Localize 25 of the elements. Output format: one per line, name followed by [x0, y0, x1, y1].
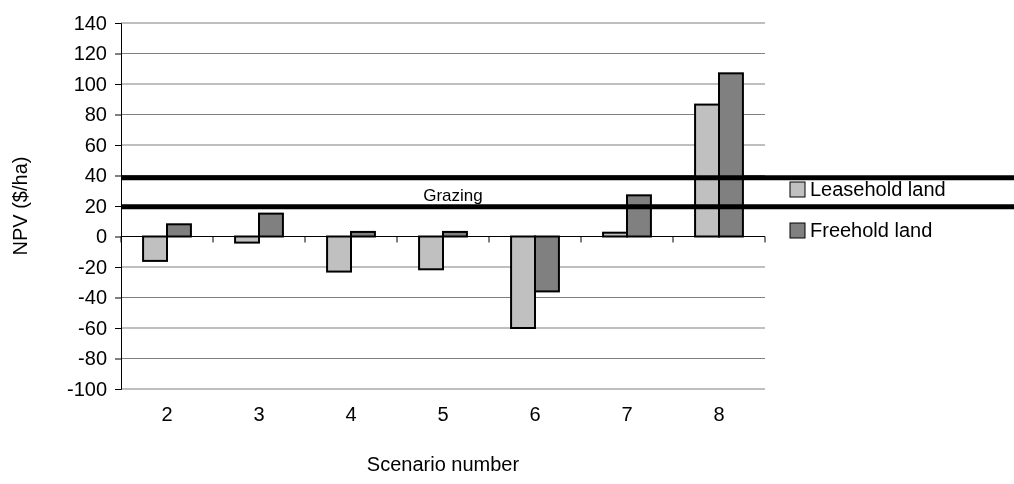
y-tick-label: 0: [95, 225, 107, 248]
y-tick-label: 120: [73, 42, 107, 65]
y-tick-label: -60: [78, 316, 107, 339]
y-tick-label: 60: [84, 133, 107, 156]
y-tick-label: -20: [78, 255, 107, 278]
x-axis-title: Scenario number: [366, 453, 520, 475]
y-tick-label: 20: [84, 194, 107, 217]
ref-line-label: Grazing: [423, 185, 483, 205]
x-tick-label: 5: [437, 403, 449, 425]
x-tick-label: 7: [621, 403, 633, 425]
y-tick-label: -80: [78, 347, 107, 370]
x-tick-label: 6: [529, 403, 541, 425]
x-tick-label: 8: [713, 403, 725, 425]
legend-label: Freehold land: [810, 219, 933, 241]
y-tick-label: -100: [66, 377, 107, 400]
x-tick-label: 4: [345, 403, 357, 425]
y-tick-label: 40: [84, 164, 107, 187]
y-tick-label: 140: [73, 11, 107, 34]
x-tick-label: 2: [161, 403, 173, 425]
y-tick-label: 100: [73, 72, 107, 95]
y-tick-label: -40: [78, 286, 107, 309]
x-tick-label: 3: [253, 403, 265, 425]
y-axis-title: NPV ($/ha): [9, 156, 31, 256]
legend-label: Leasehold land: [810, 178, 946, 200]
y-tick-label: 80: [84, 103, 107, 126]
